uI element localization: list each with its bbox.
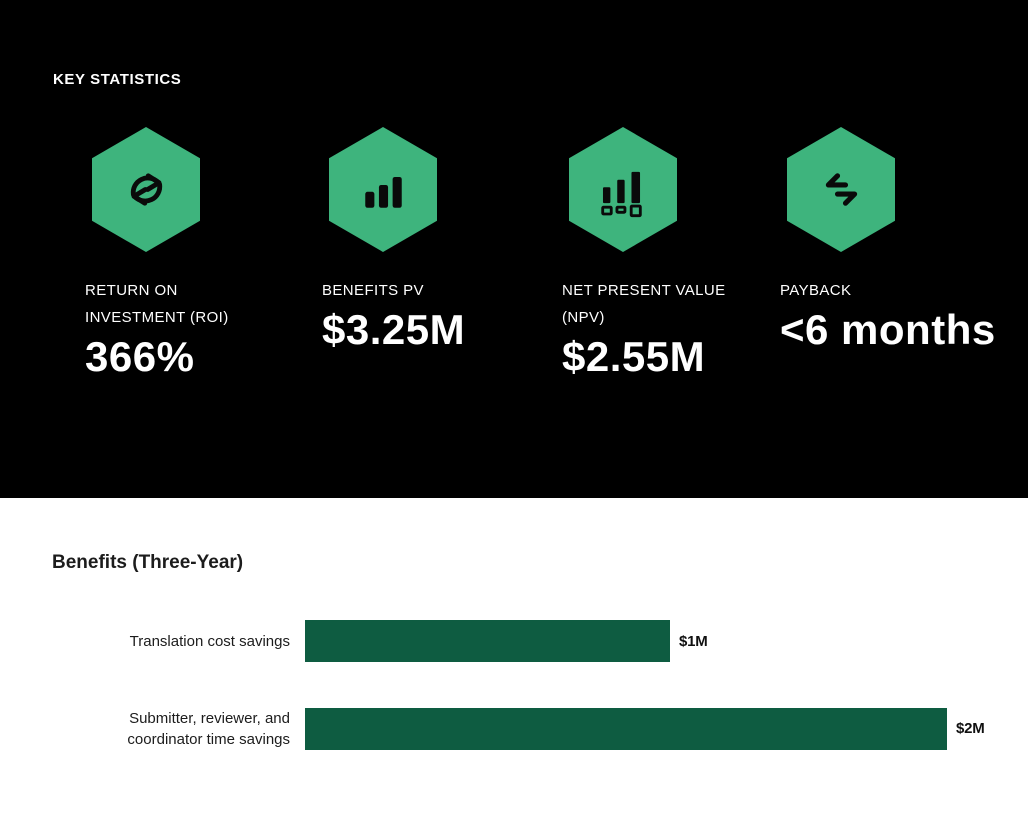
stat-label-line: PAYBACK — [780, 282, 852, 299]
stat-value: $3.25M — [322, 306, 466, 353]
stat-value: <6 months — [780, 306, 996, 353]
benefit-bar — [305, 620, 670, 662]
chart-row: Translation cost savings $1M — [100, 618, 708, 664]
stat-card-payback: PAYBACK <6 months — [780, 127, 996, 381]
bar-chart-blocks-icon — [600, 171, 642, 218]
stat-value: 366% — [85, 333, 195, 380]
hexagon-badge — [787, 127, 895, 252]
stat-card-npv: NET PRESENT VALUE (NPV) $2.55M — [562, 127, 780, 381]
stat-label-line: BENEFITS PV — [322, 282, 424, 299]
hexagon-badge — [569, 127, 677, 252]
hexagon-badge — [92, 127, 200, 252]
benefit-bar — [305, 707, 947, 750]
stat-label: BENEFITS PV — [322, 277, 562, 304]
stat-card-benefits-pv: BENEFITS PV $3.25M — [322, 127, 562, 381]
stat-label-line: RETURN ON — [85, 282, 178, 299]
stat-label: NET PRESENT VALUE (NPV) — [562, 277, 780, 331]
key-statistics-title: KEY STATISTICS — [53, 71, 182, 88]
stat-label-line: INVESTMENT (ROI) — [85, 309, 229, 326]
stat-card-roi: RETURN ON INVESTMENT (ROI) 366% — [85, 127, 322, 381]
rising-bar-chart-icon — [364, 176, 402, 208]
stat-label: RETURN ON INVESTMENT (ROI) — [85, 277, 322, 331]
transfer-arrows-icon — [825, 173, 857, 206]
key-statistics-panel: KEY STATISTICS RETURN ON INVESTMENT (ROI… — [0, 0, 1028, 498]
hexagon-badge — [329, 127, 437, 252]
bar-category-label: Submitter, reviewer, and coordinator tim… — [127, 709, 290, 748]
stat-label: PAYBACK — [780, 277, 996, 304]
chart-row: Submitter, reviewer, and coordinator tim… — [100, 705, 985, 752]
stat-label-line: (NPV) — [562, 309, 605, 326]
chart-title: Benefits (Three-Year) — [52, 552, 244, 573]
bar-value-label: $2M — [956, 720, 985, 737]
bar-value-label: $1M — [679, 632, 708, 650]
cycle-arrows-icon — [130, 173, 162, 206]
stats-grid: RETURN ON INVESTMENT (ROI) 366% BENEFITS… — [85, 127, 996, 381]
stat-label-line: NET PRESENT VALUE — [562, 282, 726, 299]
bar-category-label: Translation cost savings — [129, 632, 290, 650]
stat-value: $2.55M — [562, 333, 706, 380]
